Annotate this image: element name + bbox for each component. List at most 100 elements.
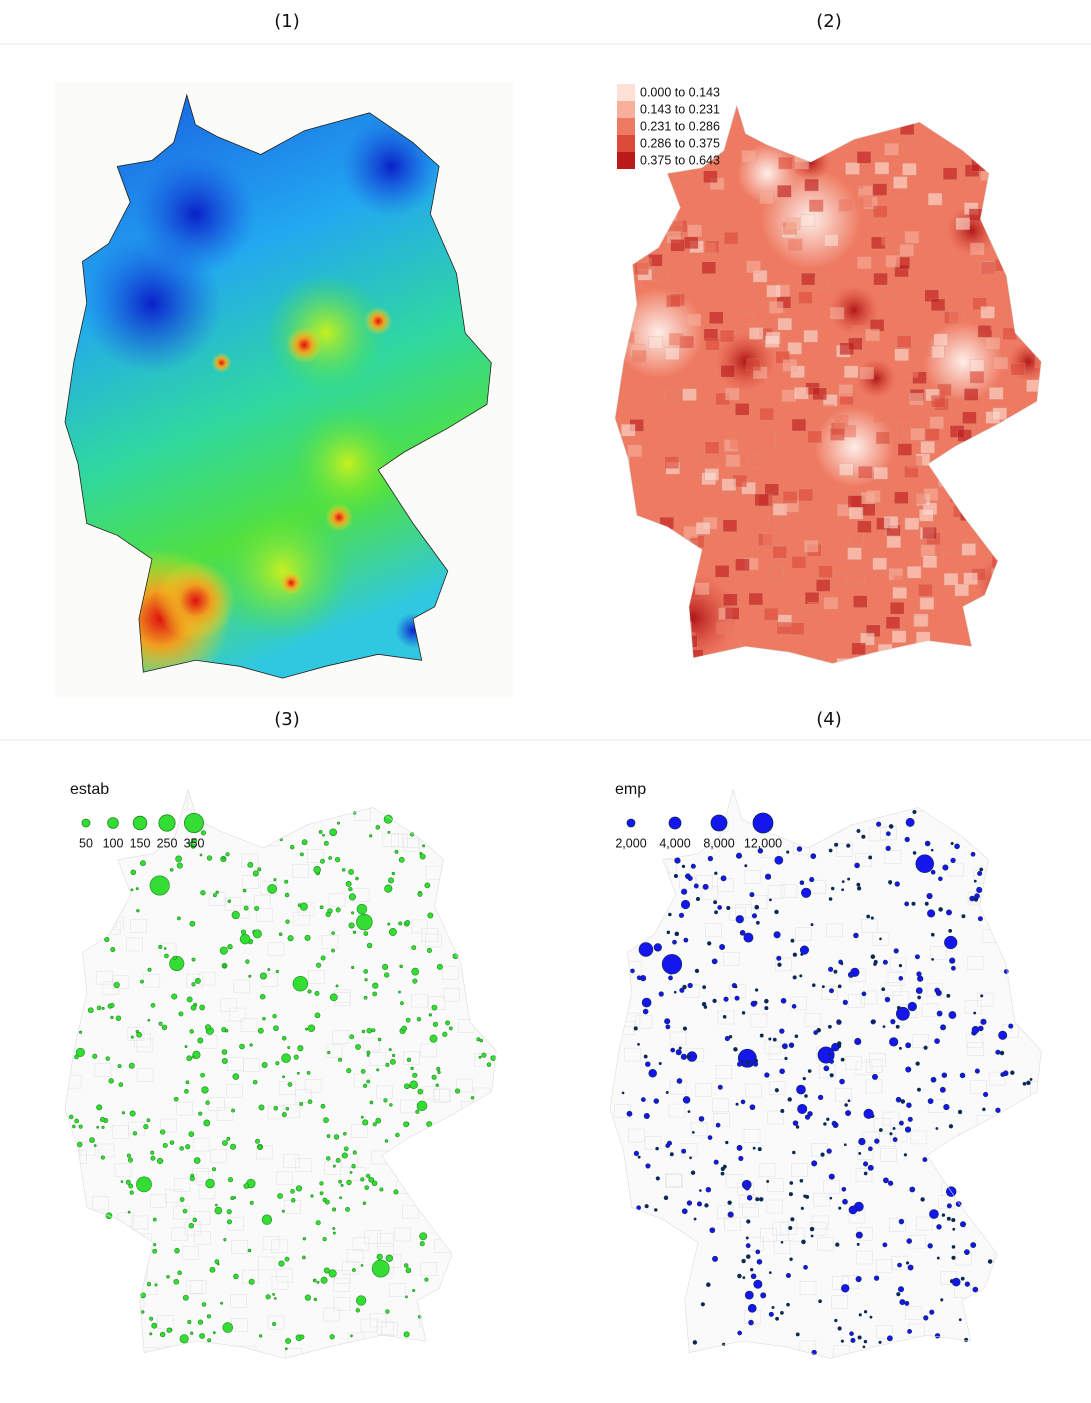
map-dot	[332, 932, 335, 935]
region-cell	[981, 495, 995, 507]
region-cell	[1023, 499, 1037, 511]
map-dot	[293, 976, 308, 991]
map-dot	[800, 975, 802, 977]
region-cell	[960, 500, 974, 512]
region-cell	[490, 1012, 506, 1025]
map-dot	[192, 983, 195, 986]
region-cell	[971, 159, 985, 171]
map-dot	[674, 991, 676, 993]
map-dot	[425, 883, 430, 888]
map-dot	[654, 944, 662, 952]
region-cell	[824, 234, 838, 246]
map-dot	[432, 1005, 437, 1010]
map-dot	[901, 1100, 905, 1104]
map-dot	[429, 1014, 432, 1017]
region-cell	[624, 625, 638, 637]
region-cell	[482, 1263, 498, 1276]
map-dot	[790, 1181, 793, 1184]
map-dot	[212, 1168, 215, 1171]
map-dot	[829, 989, 833, 993]
region-cell	[1009, 534, 1023, 546]
map-dot	[906, 818, 914, 826]
map-dot	[738, 1331, 742, 1335]
map-dot	[745, 865, 747, 867]
map-dot	[250, 1044, 253, 1047]
map-dot	[296, 1186, 302, 1192]
map-dot	[412, 1289, 414, 1291]
map-dot	[781, 1109, 784, 1112]
map-dot	[365, 1186, 369, 1190]
map-dot	[811, 1161, 816, 1166]
map-dot	[819, 1300, 822, 1303]
map-dot	[425, 1278, 428, 1281]
map-dot	[637, 1043, 639, 1045]
map-dot	[688, 983, 693, 988]
map-dot	[276, 970, 279, 973]
region-cell	[747, 359, 761, 371]
map-dot	[930, 1310, 935, 1315]
region-cell	[993, 632, 1007, 644]
map-dot	[136, 1177, 151, 1192]
map-dot	[802, 1240, 806, 1244]
region-cell	[496, 1203, 512, 1216]
region-cell	[460, 1263, 476, 1276]
map-dot	[315, 991, 319, 995]
region-cell	[913, 615, 927, 627]
region-cell	[777, 807, 793, 820]
map-dot	[94, 1145, 96, 1147]
map-dot	[285, 1257, 289, 1261]
map-dot	[365, 978, 368, 981]
region-cell	[738, 313, 752, 325]
map-dot	[659, 992, 664, 997]
map-dot	[834, 843, 837, 846]
region-cell	[649, 673, 663, 685]
map-dot	[944, 936, 957, 949]
region-cell	[684, 526, 698, 538]
map-dot	[346, 881, 351, 886]
map-dot	[637, 1206, 641, 1210]
map-dot	[349, 887, 353, 891]
region-cell	[950, 490, 964, 502]
map-dot	[291, 1189, 295, 1193]
map-dot	[753, 1147, 755, 1149]
map-dot	[796, 1126, 799, 1129]
region-cell	[815, 277, 829, 289]
map-dot	[320, 1192, 323, 1195]
map-dot	[801, 1207, 804, 1210]
map-dot	[874, 1276, 879, 1281]
region-cell	[193, 793, 209, 806]
map-dot	[183, 1295, 188, 1300]
map-dot	[298, 1045, 303, 1050]
region-cell	[425, 1318, 441, 1331]
region-cell	[997, 171, 1011, 183]
map-dot	[367, 943, 372, 948]
map-dot	[77, 1142, 82, 1147]
map-dot	[712, 1256, 717, 1261]
map-dot	[996, 1050, 1000, 1054]
region-cell	[794, 387, 808, 399]
map-dot	[637, 976, 641, 980]
region-cell	[782, 390, 796, 402]
region-cell	[967, 1178, 983, 1191]
map-dot	[743, 1277, 745, 1279]
map-dot	[225, 1029, 228, 1032]
map-dot	[703, 986, 706, 989]
map-dot	[342, 868, 345, 871]
region-cell	[1019, 531, 1033, 543]
region-cell	[653, 269, 667, 281]
map-dot	[681, 889, 687, 895]
map-dot	[422, 845, 424, 847]
map-dot	[854, 933, 859, 938]
region-cell	[1017, 497, 1031, 509]
map-dot	[893, 1127, 895, 1129]
map-dot	[258, 1028, 263, 1033]
region-cell	[805, 179, 819, 191]
map-dot	[323, 1237, 327, 1241]
map-dot	[151, 1151, 154, 1154]
map-dot	[201, 890, 206, 895]
map-dot	[133, 1131, 137, 1135]
map-dot	[147, 1119, 150, 1122]
map-dot	[342, 1153, 347, 1158]
region-cell	[839, 385, 853, 397]
region-cell	[1032, 119, 1046, 131]
